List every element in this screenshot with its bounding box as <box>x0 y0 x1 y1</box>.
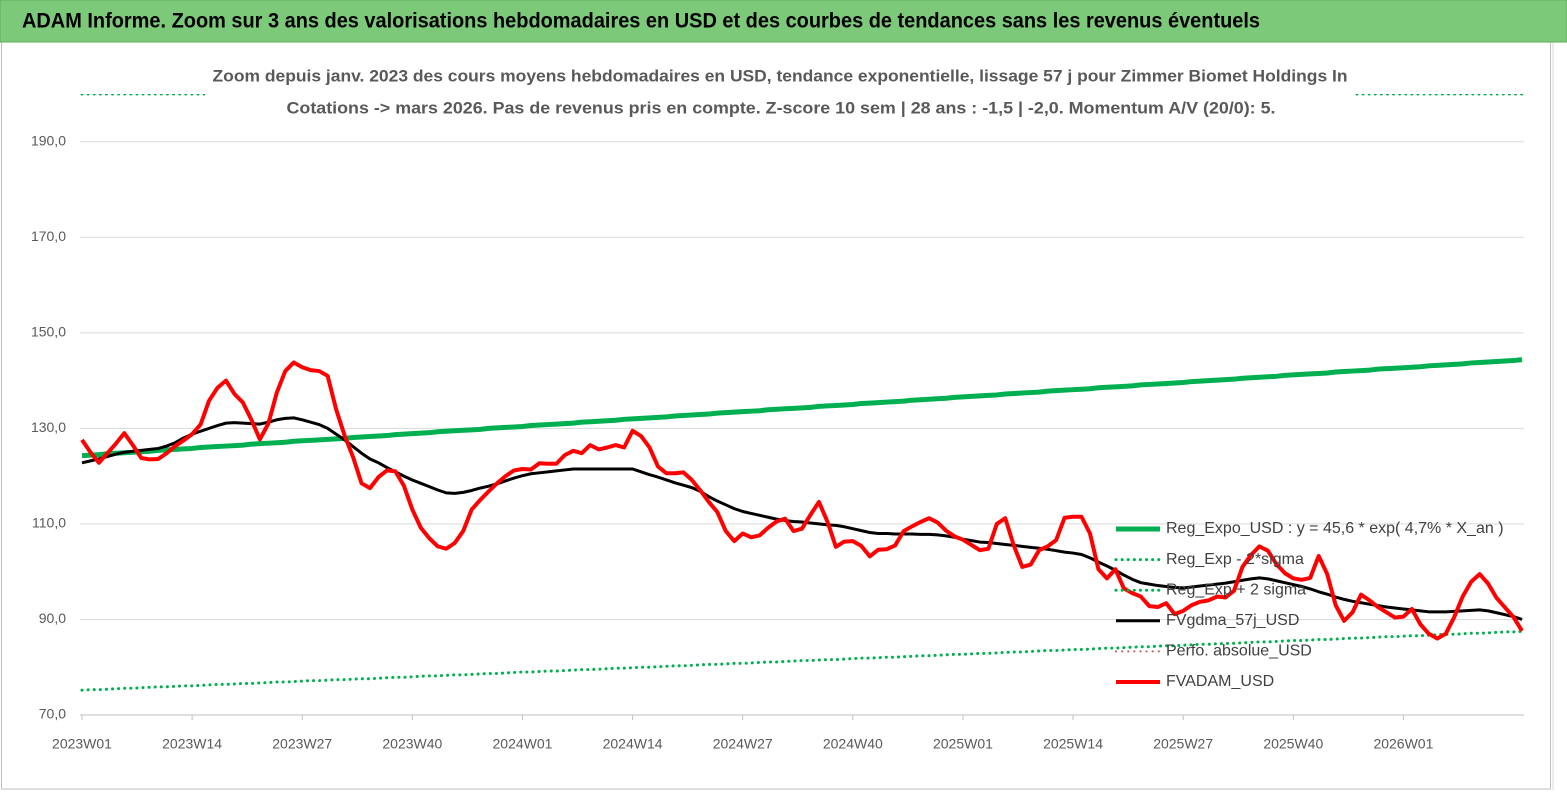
chart-title: ADAM Informe. Zoom sur 3 ans des valoris… <box>22 10 1260 33</box>
x-tick-label: 2026W01 <box>1373 736 1433 752</box>
y-tick-label: 190,0 <box>31 132 66 148</box>
subtitle-box <box>205 60 1353 128</box>
x-tick-label: 2023W14 <box>162 736 222 752</box>
x-tick-label: 2025W14 <box>1043 736 1103 752</box>
y-tick-label: 150,0 <box>31 324 66 340</box>
y-tick-label: 130,0 <box>31 419 66 435</box>
x-tick-label: 2023W01 <box>52 736 112 752</box>
x-tick-label: 2023W27 <box>272 736 332 752</box>
chart-frame <box>1 41 1551 790</box>
legend-label: Perfo. absolue_USD <box>1166 643 1312 660</box>
legend: Reg_Expo_USD : y = 45,6 * exp( 4,7% * X_… <box>1114 520 1504 690</box>
series-line <box>80 629 1524 692</box>
chart-subtitle: Cotations -> mars 2026. Pas de revenus p… <box>287 98 1276 117</box>
header-bar <box>0 0 1567 43</box>
legend-label: Reg_Exp - 2*sigma <box>1166 551 1304 568</box>
legend-label: FVADAM_USD <box>1166 673 1274 690</box>
y-tick-label: 170,0 <box>31 228 66 244</box>
x-tick-label: 2025W40 <box>1263 736 1323 752</box>
legend-label: Reg_Expo_USD : y = 45,6 * exp( 4,7% * X_… <box>1166 520 1504 537</box>
chart-subtitle: Zoom depuis janv. 2023 des cours moyens … <box>213 66 1348 85</box>
series-group <box>80 94 1524 692</box>
series-line <box>80 360 1524 641</box>
series-line <box>81 416 1523 621</box>
y-tick-label: 110,0 <box>32 515 66 531</box>
x-tick-label: 2023W40 <box>382 736 442 752</box>
x-tick-label: 2024W01 <box>493 736 553 752</box>
x-tick-label: 2024W14 <box>603 736 663 752</box>
x-tick-label: 2025W01 <box>933 736 993 752</box>
x-tick-label: 2024W40 <box>823 736 883 752</box>
legend-label: FVgdma_57j_USD <box>1166 612 1299 629</box>
y-tick-label: 90,0 <box>39 610 66 626</box>
x-tick-label: 2024W27 <box>713 736 773 752</box>
plot-area: 70,0 90,0 110,0 130,0 150,0 170,0 190,0 2023W01… <box>31 94 1524 752</box>
y-tick-label: 70,0 <box>39 706 66 722</box>
x-tick-label: 2025W27 <box>1153 736 1213 752</box>
series-line <box>81 357 1523 459</box>
legend-label: Reg_Exp + 2 sigma <box>1166 581 1306 598</box>
